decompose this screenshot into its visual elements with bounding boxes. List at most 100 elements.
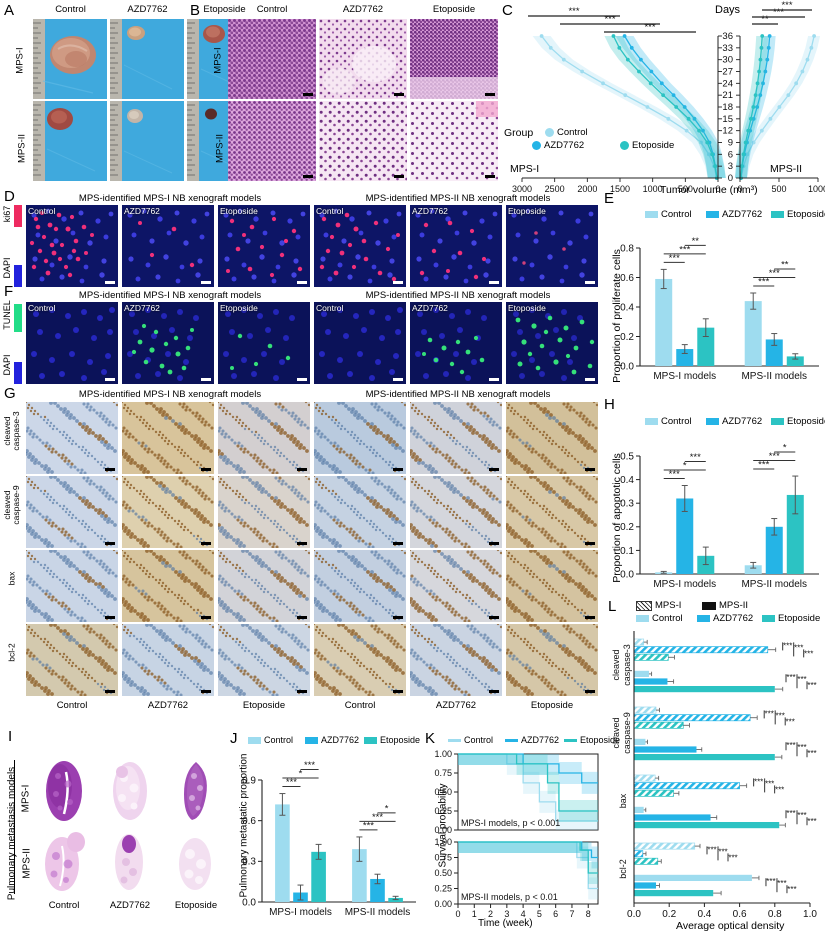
- ki67-color-swatch: [14, 205, 22, 227]
- svg-text:27: 27: [722, 67, 733, 78]
- ki67-label: ki67: [2, 205, 12, 223]
- solid-swatch-icon: [702, 601, 716, 610]
- scale-bar: [201, 690, 211, 693]
- panel-g-ihc-r2-c2: [122, 476, 214, 548]
- legend-label-etop: Etoposide: [787, 416, 825, 427]
- panel-g-ihc-r4-c2: [122, 624, 214, 696]
- panel-f-stain-key: TUNEL DAPI: [2, 300, 24, 384]
- svg-text:1000: 1000: [643, 184, 663, 194]
- panel-l-legend-control: Control: [636, 613, 683, 624]
- svg-text:0.8: 0.8: [768, 909, 782, 920]
- scale-bar: [489, 378, 499, 381]
- panel-l-legend-azd: AZD7762: [697, 613, 753, 624]
- svg-text:500: 500: [771, 184, 786, 194]
- svg-text:3: 3: [504, 909, 509, 919]
- scale-bar: [489, 616, 499, 619]
- scale-bar: [105, 542, 115, 545]
- scale-bar: [585, 468, 595, 471]
- scale-bar: [303, 175, 313, 178]
- svg-text:*: *: [385, 803, 389, 814]
- legend-label-etop: Etoposide: [778, 613, 821, 624]
- svg-text:***: ***: [775, 785, 784, 794]
- panel-a-row-mps2: MPS-II: [16, 133, 28, 164]
- svg-text:caspase-9: caspase-9: [622, 712, 632, 754]
- panel-e-legend-control: Control: [645, 209, 692, 220]
- legend-label-control: Control: [661, 416, 692, 427]
- svg-text:***: ***: [786, 717, 795, 726]
- scale-bar: [393, 468, 403, 471]
- panel-c-xaxis-label: Tumor volume (mm³): [660, 184, 758, 196]
- scale-bar: [585, 378, 595, 381]
- svg-text:0.6: 0.6: [242, 816, 256, 827]
- svg-text:***: ***: [765, 779, 774, 788]
- panel-i-row-mps1: MPS-I: [20, 784, 32, 813]
- panel-b-he-mps2-azd: [319, 101, 407, 181]
- legend-dot-control-icon: [545, 128, 554, 137]
- svg-text:***: ***: [644, 22, 655, 33]
- svg-text:6: 6: [553, 909, 558, 919]
- svg-text:cleaved: cleaved: [611, 717, 621, 748]
- panel-i-lung-mps2-azd: [102, 828, 158, 894]
- svg-text:***: ***: [758, 460, 769, 471]
- svg-text:0.50: 0.50: [434, 868, 452, 878]
- svg-text:***: ***: [777, 879, 786, 888]
- scale-bar: [485, 93, 495, 96]
- legend-label-etop: Etoposide: [380, 735, 421, 745]
- panel-c-chart: 0 3 6 9 12 15 18 21 24 27 30 33 36 3000 2500 2000 1500 10…: [500, 0, 825, 200]
- svg-text:***: ***: [794, 643, 803, 652]
- scale-bar: [297, 616, 307, 619]
- panel-c-mps2-label: MPS-II: [770, 163, 803, 175]
- panel-d-if-mps1-azd: AZD7762: [122, 205, 214, 287]
- legend-label-etop: Etoposide: [632, 140, 675, 151]
- panel-g-row-1: cleaved caspase-3: [0, 402, 600, 474]
- img-label-azd: AZD7762: [124, 303, 160, 313]
- dapi-color-swatch-2: [14, 362, 22, 384]
- svg-text:4: 4: [521, 909, 526, 919]
- svg-text:***: ***: [568, 6, 579, 17]
- svg-text:***: ***: [690, 452, 701, 463]
- scale-bar: [297, 378, 307, 381]
- panel-a-row-mps1: MPS-I: [14, 47, 26, 74]
- panel-i-col-etop: Etoposide: [174, 900, 218, 911]
- svg-text:0: 0: [715, 184, 720, 194]
- svg-text:**: **: [692, 236, 700, 247]
- panel-j-plot: 0.0 0.3 0.6 0.9 MPS-I models *** * *** MPS-II mo…: [234, 744, 422, 922]
- panel-g-ihc-r1-c1: [26, 402, 118, 474]
- tunel-color-swatch: [14, 304, 22, 332]
- svg-text:6: 6: [728, 149, 733, 160]
- svg-text:0: 0: [737, 184, 742, 194]
- hatch-swatch-icon: [636, 600, 652, 611]
- svg-text:0.4: 0.4: [697, 909, 711, 920]
- svg-text:***: ***: [773, 7, 784, 18]
- panel-g-ihc-r4-c3: [218, 624, 310, 696]
- panel-h-plot: 0.0 0.1 0.2 0.3 0.4 0.5 MPS-I models *** * *** MPS…: [610, 424, 825, 594]
- legend-swatch-etop-icon: [771, 418, 784, 425]
- svg-text:0.6: 0.6: [733, 909, 747, 920]
- legend-line-azd-icon: [505, 738, 518, 742]
- svg-text:8: 8: [586, 909, 591, 919]
- svg-text:21: 21: [722, 90, 733, 101]
- svg-text:***: ***: [669, 469, 680, 480]
- svg-text:500: 500: [678, 184, 693, 194]
- panel-k-legend-azd: AZD7762: [505, 735, 559, 745]
- legend-label-control: Control: [464, 735, 494, 745]
- panel-l-xlabel: Average optical density: [676, 920, 785, 932]
- scale-bar: [489, 281, 499, 284]
- svg-text:0.00: 0.00: [434, 825, 452, 835]
- legend-label-azd: AZD7762: [713, 613, 754, 624]
- legend-swatch-etop-icon: [771, 211, 784, 218]
- panel-k-xlabel: Time (week): [478, 918, 533, 929]
- panel-f-tunel-mps1-control: Control: [26, 302, 118, 384]
- svg-text:1000: 1000: [808, 184, 825, 194]
- img-label-azd: AZD7762: [124, 206, 160, 216]
- legend-label-etop: Etoposide: [787, 209, 825, 220]
- svg-text:0.3: 0.3: [620, 499, 634, 510]
- svg-text:***: ***: [787, 885, 796, 894]
- svg-text:**: **: [761, 14, 769, 25]
- img-label-etop: Etoposide: [508, 206, 546, 216]
- panel-a-photo-mps2-control: [33, 101, 107, 181]
- svg-text:***: ***: [304, 760, 315, 771]
- svg-text:***: ***: [783, 641, 792, 650]
- panel-g-ihc-r2-c4: [314, 476, 406, 548]
- svg-text:0.25: 0.25: [434, 806, 452, 816]
